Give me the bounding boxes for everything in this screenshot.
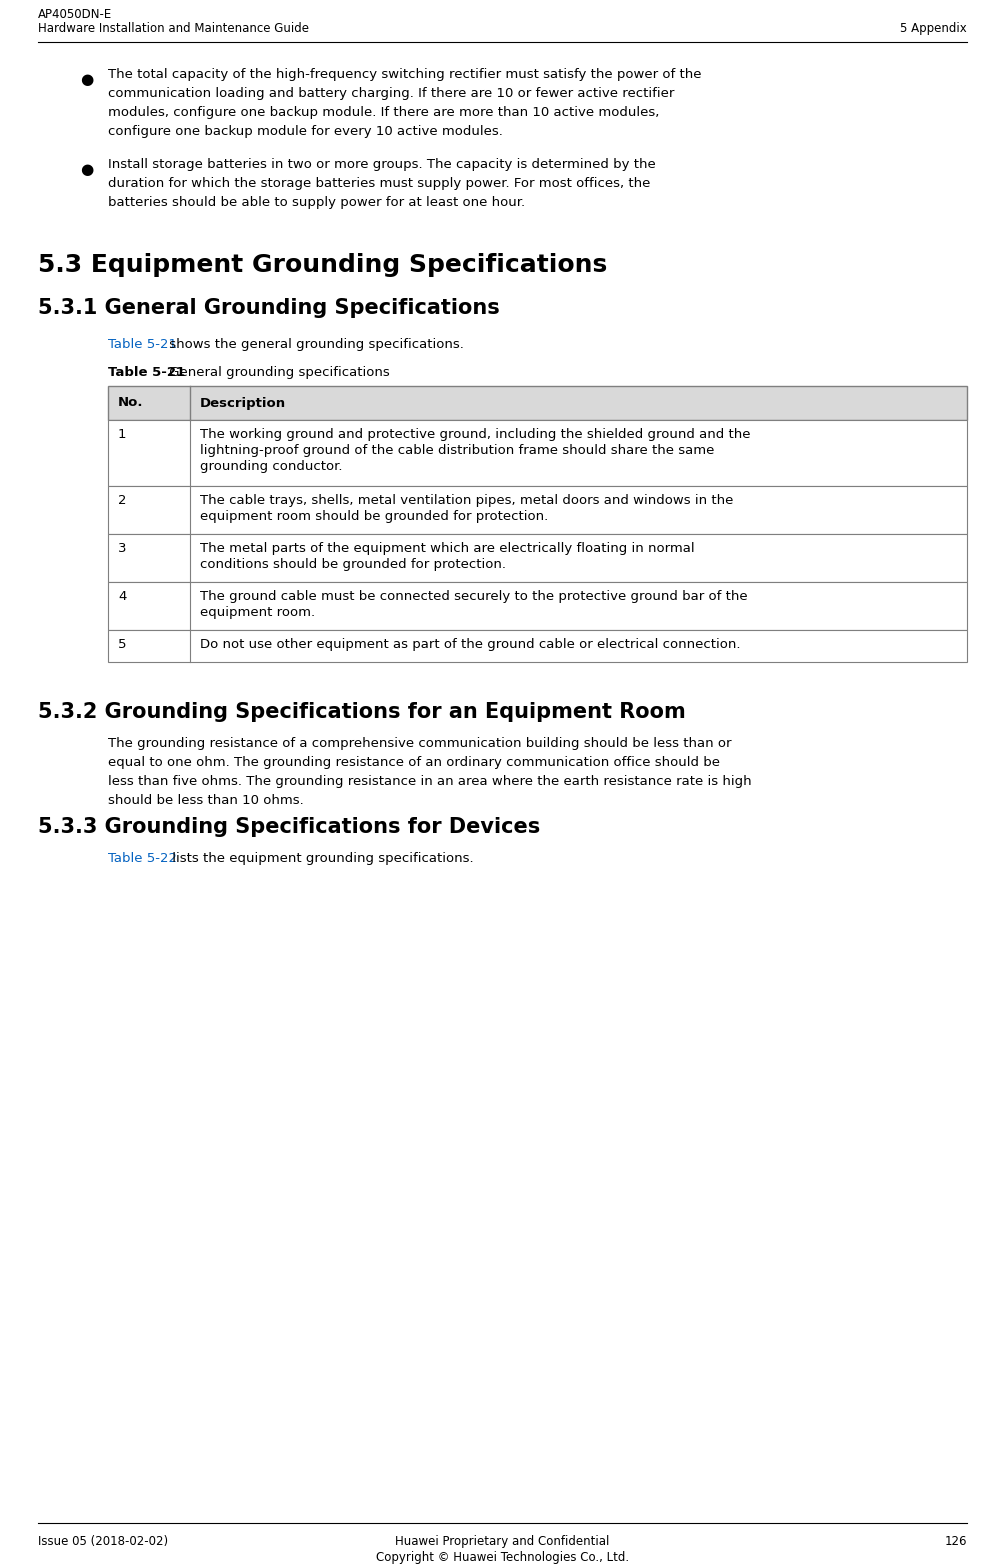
Text: ●: ●	[80, 72, 93, 88]
Text: duration for which the storage batteries must supply power. For most offices, th: duration for which the storage batteries…	[108, 177, 650, 189]
Text: 126: 126	[945, 1535, 967, 1549]
Text: equipment room.: equipment room.	[200, 606, 316, 619]
Text: Do not use other equipment as part of the ground cable or electrical connection.: Do not use other equipment as part of th…	[200, 637, 741, 651]
Text: ●: ●	[80, 161, 93, 177]
Text: grounding conductor.: grounding conductor.	[200, 460, 343, 473]
Text: The total capacity of the high-frequency switching rectifier must satisfy the po: The total capacity of the high-frequency…	[108, 67, 701, 81]
Text: less than five ohms. The grounding resistance in an area where the earth resista: less than five ohms. The grounding resis…	[108, 775, 752, 788]
Bar	[108, 485, 967, 534]
Text: Issue 05 (2018-02-02): Issue 05 (2018-02-02)	[38, 1535, 168, 1549]
Text: configure one backup module for every 10 active modules.: configure one backup module for every 10…	[108, 125, 502, 138]
Text: batteries should be able to supply power for at least one hour.: batteries should be able to supply power…	[108, 196, 526, 208]
Bar	[108, 385, 967, 420]
Text: Table 5-22: Table 5-22	[108, 852, 177, 864]
Bar	[108, 420, 967, 485]
Text: conditions should be grounded for protection.: conditions should be grounded for protec…	[200, 557, 506, 572]
Text: Description: Description	[200, 396, 286, 409]
Text: lightning-proof ground of the cable distribution frame should share the same: lightning-proof ground of the cable dist…	[200, 445, 715, 457]
Text: 5.3.3 Grounding Specifications for Devices: 5.3.3 Grounding Specifications for Devic…	[38, 817, 541, 836]
Text: lists the equipment grounding specifications.: lists the equipment grounding specificat…	[168, 852, 473, 864]
Text: Table 5-21: Table 5-21	[108, 338, 177, 351]
Text: The grounding resistance of a comprehensive communication building should be les: The grounding resistance of a comprehens…	[108, 738, 732, 750]
Text: 5.3.2 Grounding Specifications for an Equipment Room: 5.3.2 Grounding Specifications for an Eq…	[38, 702, 685, 722]
Text: No.: No.	[118, 396, 144, 409]
Text: General grounding specifications: General grounding specifications	[165, 366, 390, 379]
Text: 4: 4	[118, 590, 127, 603]
Text: shows the general grounding specifications.: shows the general grounding specificatio…	[165, 338, 464, 351]
Text: 1: 1	[118, 428, 127, 442]
Text: The working ground and protective ground, including the shielded ground and the: The working ground and protective ground…	[200, 428, 751, 442]
Text: communication loading and battery charging. If there are 10 or fewer active rect: communication loading and battery chargi…	[108, 88, 674, 100]
Text: Hardware Installation and Maintenance Guide: Hardware Installation and Maintenance Gu…	[38, 22, 309, 34]
Text: should be less than 10 ohms.: should be less than 10 ohms.	[108, 794, 304, 806]
Text: modules, configure one backup module. If there are more than 10 active modules,: modules, configure one backup module. If…	[108, 106, 659, 119]
Text: The ground cable must be connected securely to the protective ground bar of the: The ground cable must be connected secur…	[200, 590, 748, 603]
Text: 5: 5	[118, 637, 127, 651]
Text: equipment room should be grounded for protection.: equipment room should be grounded for pr…	[200, 511, 549, 523]
Text: 2: 2	[118, 493, 127, 507]
Text: 5.3.1 General Grounding Specifications: 5.3.1 General Grounding Specifications	[38, 298, 499, 318]
Bar	[108, 583, 967, 630]
Bar	[108, 630, 967, 662]
Text: Install storage batteries in two or more groups. The capacity is determined by t: Install storage batteries in two or more…	[108, 158, 655, 171]
Text: Table 5-21: Table 5-21	[108, 366, 185, 379]
Text: AP4050DN-E: AP4050DN-E	[38, 8, 113, 20]
Text: 3: 3	[118, 542, 127, 554]
Text: The metal parts of the equipment which are electrically floating in normal: The metal parts of the equipment which a…	[200, 542, 694, 554]
Text: equal to one ohm. The grounding resistance of an ordinary communication office s: equal to one ohm. The grounding resistan…	[108, 756, 720, 769]
Text: Copyright © Huawei Technologies Co., Ltd.: Copyright © Huawei Technologies Co., Ltd…	[376, 1550, 629, 1564]
Text: 5 Appendix: 5 Appendix	[900, 22, 967, 34]
Text: Huawei Proprietary and Confidential: Huawei Proprietary and Confidential	[395, 1535, 610, 1549]
Text: 5.3 Equipment Grounding Specifications: 5.3 Equipment Grounding Specifications	[38, 254, 607, 277]
Bar	[108, 534, 967, 583]
Text: The cable trays, shells, metal ventilation pipes, metal doors and windows in the: The cable trays, shells, metal ventilati…	[200, 493, 734, 507]
